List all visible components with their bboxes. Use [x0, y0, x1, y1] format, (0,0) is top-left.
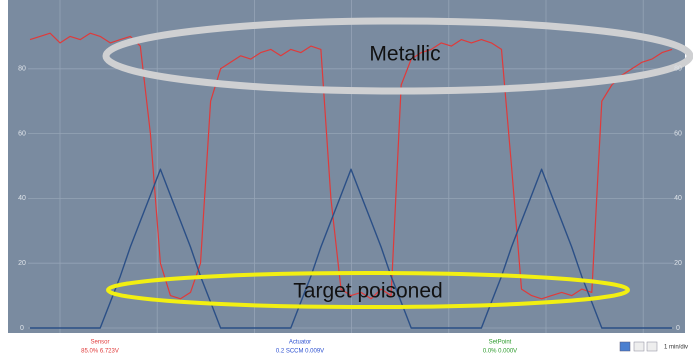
chart: Metallic Target poisoned Sensor 85.0% 6.… — [0, 0, 693, 356]
legend-name: Actuator — [289, 340, 311, 346]
legend-name: SetPoint — [489, 340, 512, 346]
pause-button[interactable] — [620, 342, 630, 351]
legend-readout: 85.0% 6.723V — [81, 349, 119, 355]
y-tick-label: 80 — [674, 66, 682, 73]
y-tick-label: 20 — [18, 260, 26, 267]
y-tick-label: 60 — [18, 130, 26, 137]
legend-readout: 0.0% 0.000V — [483, 349, 517, 355]
zoom-in-button[interactable] — [647, 342, 657, 351]
y-tick-label: 60 — [674, 130, 682, 137]
annotation: Target poisoned — [293, 280, 442, 303]
y-tick-label: 0 — [676, 325, 680, 332]
zoom-out-button[interactable] — [634, 342, 644, 351]
legend-readout: 0.2 SCCM 0.009V — [276, 349, 324, 355]
annotation: Metallic — [369, 43, 440, 66]
y-tick-label: 40 — [674, 195, 682, 202]
legend-name: Sensor — [90, 340, 109, 346]
time-scale: 1 min/div — [664, 345, 688, 351]
y-tick-label: 40 — [18, 195, 26, 202]
y-tick-label: 20 — [674, 260, 682, 267]
y-tick-label: 80 — [18, 66, 26, 73]
y-tick-label: 0 — [20, 325, 24, 332]
